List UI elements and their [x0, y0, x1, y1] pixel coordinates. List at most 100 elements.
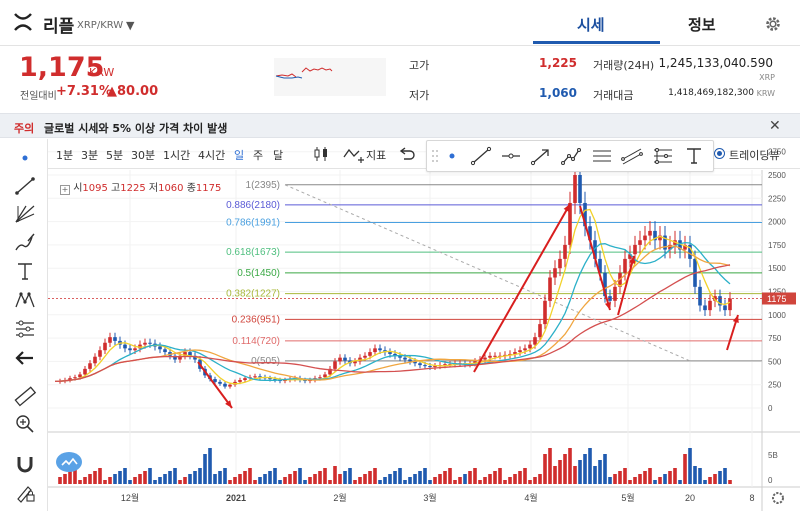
- undo-icon[interactable]: [396, 144, 418, 164]
- volume-bar: [473, 468, 477, 484]
- candle-type-icon[interactable]: [310, 144, 332, 164]
- trading-view-radio[interactable]: [714, 148, 725, 159]
- x-tick-label: 12월: [121, 492, 139, 503]
- dot-icon[interactable]: [441, 146, 463, 166]
- volume-bar: [493, 471, 497, 484]
- ohlc-toggle-icon[interactable]: +: [60, 185, 70, 195]
- indicator-label[interactable]: 지표: [366, 149, 387, 162]
- candle-body: [128, 348, 132, 351]
- dot-cursor-icon[interactable]: [13, 147, 37, 169]
- line-tool-icon[interactable]: [470, 146, 492, 166]
- volume-bar: [603, 454, 607, 484]
- period-day[interactable]: 일: [234, 149, 245, 162]
- volume-bar: [598, 460, 602, 484]
- y-tick-label: 1750: [768, 241, 786, 250]
- candle-body: [703, 305, 707, 311]
- trend-line-icon[interactable]: [13, 175, 37, 197]
- candle-body: [123, 344, 127, 349]
- indicator-icon[interactable]: [342, 144, 366, 164]
- volume-bar: [703, 480, 707, 484]
- volume-bar: [98, 468, 102, 484]
- period-1h[interactable]: 1시간: [163, 149, 191, 162]
- candle-body: [518, 350, 522, 353]
- path-tool-icon[interactable]: [560, 146, 582, 166]
- period-3m[interactable]: 3분: [81, 149, 99, 162]
- sparkline-chart: [274, 58, 386, 96]
- tab-info[interactable]: 정보: [688, 16, 716, 34]
- candle-body: [538, 324, 542, 338]
- candle-body: [408, 359, 412, 362]
- volume-bar: [78, 480, 82, 484]
- candle-body: [603, 272, 607, 297]
- period-30m[interactable]: 30분: [131, 149, 156, 162]
- period-month[interactable]: 달: [273, 149, 284, 162]
- arrow-tool-icon[interactable]: [530, 146, 552, 166]
- measure-icon[interactable]: [13, 318, 37, 340]
- fib-retracement-icon[interactable]: [652, 146, 674, 166]
- candle-body: [353, 361, 357, 364]
- period-4h[interactable]: 4시간: [198, 149, 226, 162]
- candle-body: [698, 286, 702, 306]
- annotation-arrowhead: [604, 302, 611, 310]
- volume-bar: [643, 471, 647, 484]
- period-5m[interactable]: 5분: [106, 149, 124, 162]
- ohlc-open-label: 시: [73, 183, 83, 194]
- volume-bar: [573, 466, 577, 484]
- gear-icon[interactable]: [764, 15, 782, 33]
- candle-body: [143, 342, 147, 345]
- volume-bar: [678, 480, 682, 484]
- pair-dropdown-icon[interactable]: ▼: [126, 19, 135, 32]
- magnet-icon[interactable]: [13, 453, 37, 475]
- arrow-left-icon[interactable]: [13, 347, 37, 369]
- volume-bar: [558, 460, 562, 484]
- candle-body: [368, 352, 372, 356]
- volume-bar: [408, 477, 412, 484]
- change-label: 전일대비: [20, 91, 57, 102]
- volume-bar: [443, 471, 447, 484]
- period-1m[interactable]: 1분: [56, 149, 74, 162]
- volume-bar: [403, 480, 407, 484]
- zoom-in-icon[interactable]: [13, 413, 37, 435]
- y-tick-label: 500: [768, 357, 782, 366]
- volume-bar: [338, 474, 342, 484]
- ohlc-low: 1060: [158, 183, 184, 194]
- trading-view-label[interactable]: 트레이딩뷰: [729, 149, 780, 162]
- volume-bar: [143, 471, 147, 484]
- brush-icon[interactable]: [13, 231, 37, 253]
- volume-tick-label: 5B: [768, 451, 778, 460]
- cloud-icon[interactable]: [56, 452, 82, 472]
- gann-fan-icon[interactable]: [13, 203, 37, 225]
- coin-name: 리플: [43, 17, 75, 37]
- candle-body: [728, 298, 732, 311]
- candle-body: [188, 352, 192, 356]
- volume-bar: [538, 474, 542, 484]
- volume-bar: [428, 480, 432, 484]
- annotation-arrowhead: [225, 400, 232, 408]
- volume-bar: [203, 454, 207, 484]
- tab-quote[interactable]: 시세: [577, 16, 605, 34]
- period-week[interactable]: 주: [253, 149, 264, 162]
- text-icon[interactable]: [683, 146, 705, 166]
- pattern-icon[interactable]: [13, 289, 37, 311]
- text-tool-icon[interactable]: [13, 260, 37, 282]
- candle-body: [108, 337, 112, 343]
- volume-bar: [713, 474, 717, 484]
- channel-icon[interactable]: [621, 146, 643, 166]
- candle-body: [98, 350, 102, 357]
- horizontal-ray-icon[interactable]: [500, 146, 522, 166]
- active-tab-indicator: [533, 41, 660, 44]
- lock-draw-icon[interactable]: [13, 481, 37, 503]
- close-icon[interactable]: ✕: [769, 118, 781, 134]
- volume-bar: [453, 480, 457, 484]
- volume-bar: [293, 471, 297, 484]
- ruler-icon[interactable]: [13, 385, 37, 407]
- volume-bar: [583, 454, 587, 484]
- candle-body: [173, 355, 177, 360]
- volume-bar: [393, 471, 397, 484]
- parallel-lines-icon[interactable]: [591, 146, 613, 166]
- candle-body: [628, 254, 632, 259]
- drag-handle-icon[interactable]: [431, 146, 439, 166]
- volume-bar: [148, 468, 152, 484]
- candle-body: [683, 244, 687, 250]
